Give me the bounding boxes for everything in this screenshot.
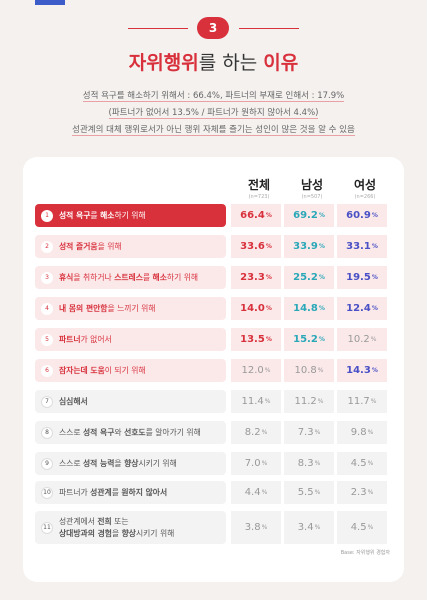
column-header-male: 남성 (n=507) (287, 176, 337, 200)
rank-number: 6 (41, 364, 53, 377)
row-label: 6 잠자는데 도움이 되기 위해 (35, 359, 226, 382)
rank-number: 4 (41, 302, 53, 315)
row-label: 8 스스로 성적 욕구와 선호도를 알아가기 위해 (35, 421, 226, 444)
value-cell: 33.9% (284, 235, 334, 258)
value-cell: 33.1% (337, 235, 387, 258)
column-name: 여성 (353, 178, 377, 192)
row-label-text: 심심해서 (59, 397, 88, 406)
value-cell: 4.4% (231, 481, 281, 504)
row-label-text: 성관계에서 전희 또는 상대방과의 경험을 향상시키기 위해 (59, 516, 175, 538)
rank-number: 9 (41, 457, 53, 470)
row-label-text: 휴식을 취하거나 스트레스를 해소하기 위해 (59, 273, 199, 282)
value-cell: 23.3% (231, 266, 281, 289)
column-sample-size: (n=507) (301, 194, 323, 200)
row-label-text: 스스로 성적 능력을 향상시키기 위해 (59, 459, 177, 468)
subtitle-line-3: 성관계의 대체 행위로서가 아닌 행위 자체를 즐기는 성인이 많은 것을 알 … (72, 125, 355, 136)
value-cell: 8.3% (284, 452, 334, 475)
value-cell: 66.4% (231, 204, 281, 227)
value-cell: 15.2% (284, 328, 334, 351)
subtitle-line-1: 성적 욕구를 해소하기 위해서 : 66.4%, 파트너의 부재로 인해서 : … (82, 91, 345, 102)
title-part-1: 자위행위 (128, 52, 199, 74)
value-cell: 4.5% (337, 511, 387, 544)
value-cell: 3.8% (231, 511, 281, 544)
row-label-text: 파트너가 성관계를 원하지 않아서 (59, 488, 168, 497)
table-row: 10 파트너가 성관계를 원하지 않아서 4.4% 5.5% 2.3% (35, 481, 391, 504)
badge-line-right (239, 28, 299, 29)
subtitle-line-2: (파트너가 없어서 13.5% / 파트너가 원하지 않아서 4.4%) (108, 108, 319, 119)
value-cell: 5.5% (284, 481, 334, 504)
column-header-female: 여성 (n=266) (340, 176, 390, 200)
column-name: 남성 (300, 178, 324, 192)
table-row: 8 스스로 성적 욕구와 선호도를 알아가기 위해 8.2% 7.3% 9.8% (35, 421, 391, 444)
rank-number: 7 (41, 395, 53, 408)
top-accent-bar (35, 0, 65, 5)
column-sample-size: (n=266) (354, 194, 376, 200)
value-cell: 11.2% (284, 390, 334, 413)
value-cell: 19.5% (337, 266, 387, 289)
value-cell: 14.8% (284, 297, 334, 320)
title-part-2: 를 하는 (198, 52, 264, 74)
row-label-text: 성적 욕구를 해소하기 위해 (59, 211, 146, 220)
row-label: 4 내 몸의 편안함을 느끼기 위해 (35, 297, 226, 320)
value-cell: 12.0% (231, 359, 281, 382)
value-cell: 3.4% (284, 511, 334, 544)
row-label-text: 파트너가 없어서 (59, 335, 112, 344)
rank-number: 10 (41, 486, 53, 499)
row-label: 11 성관계에서 전희 또는 상대방과의 경험을 향상시키기 위해 (35, 511, 226, 544)
value-cell: 11.7% (337, 390, 387, 413)
value-cell: 33.6% (231, 235, 281, 258)
value-cell: 2.3% (337, 481, 387, 504)
table-row: 7 심심해서 11.4% 11.2% 11.7% (35, 390, 391, 413)
row-label-text: 내 몸의 편안함을 느끼기 위해 (59, 304, 156, 313)
rank-number: 1 (41, 209, 53, 222)
source-note: Base: 자위행위 경험자 (340, 550, 390, 556)
table-row: 2 성적 즐거움을 위해 33.6% 33.9% 33.1% (35, 235, 391, 258)
value-cell: 10.2% (337, 328, 387, 351)
value-cell: 69.2% (284, 204, 334, 227)
row-label: 2 성적 즐거움을 위해 (35, 235, 226, 258)
value-cell: 9.8% (337, 421, 387, 444)
value-cell: 7.3% (284, 421, 334, 444)
row-label: 9 스스로 성적 능력을 향상시키기 위해 (35, 452, 226, 475)
rank-number: 11 (41, 521, 53, 534)
rank-number: 3 (41, 271, 53, 284)
value-cell: 12.4% (337, 297, 387, 320)
value-cell: 7.0% (231, 452, 281, 475)
row-label-text: 잠자는데 도움이 되기 위해 (59, 366, 146, 375)
column-sample-size: (n=723) (248, 194, 270, 200)
row-label: 5 파트너가 없어서 (35, 328, 226, 351)
row-label: 3 휴식을 취하거나 스트레스를 해소하기 위해 (35, 266, 226, 289)
table-row: 5 파트너가 없어서 13.5% 15.2% 10.2% (35, 328, 391, 351)
value-cell: 13.5% (231, 328, 281, 351)
rank-number: 2 (41, 240, 53, 253)
rank-number: 5 (41, 333, 53, 346)
value-cell: 4.5% (337, 452, 387, 475)
value-cell: 14.0% (231, 297, 281, 320)
table-row: 9 스스로 성적 능력을 향상시키기 위해 7.0% 8.3% 4.5% (35, 452, 391, 475)
title-part-3: 이유 (263, 52, 299, 74)
value-cell: 8.2% (231, 421, 281, 444)
page-title: 자위행위를 하는 이유 (0, 48, 427, 75)
table-row: 11 성관계에서 전희 또는 상대방과의 경험을 향상시키기 위해 3.8% 3.4% 4… (35, 511, 391, 544)
value-cell: 25.2% (284, 266, 334, 289)
value-cell: 60.9% (337, 204, 387, 227)
column-header-total: 전체 (n=723) (234, 176, 284, 200)
badge-line-left (128, 28, 188, 29)
row-label-text: 스스로 성적 욕구와 선호도를 알아가기 위해 (59, 428, 201, 437)
table-row: 1 성적 욕구를 해소하기 위해 66.4% 69.2% 60.9% (35, 204, 391, 227)
table-row: 4 내 몸의 편안함을 느끼기 위해 14.0% 14.8% 12.4% (35, 297, 391, 320)
table-row: 6 잠자는데 도움이 되기 위해 12.0% 10.8% 14.3% (35, 359, 391, 382)
row-label: 1 성적 욕구를 해소하기 위해 (35, 204, 226, 227)
row-label-text: 성적 즐거움을 위해 (59, 242, 122, 251)
table-row: 3 휴식을 취하거나 스트레스를 해소하기 위해 23.3% 25.2% 19.5% (35, 266, 391, 289)
value-cell: 11.4% (231, 390, 281, 413)
subtitle: 성적 욕구를 해소하기 위해서 : 66.4%, 파트너의 부재로 인해서 : … (0, 88, 427, 139)
row-label: 7 심심해서 (35, 390, 226, 413)
value-cell: 14.3% (337, 359, 387, 382)
rank-number: 8 (41, 426, 53, 439)
row-label: 10 파트너가 성관계를 원하지 않아서 (35, 481, 226, 504)
column-name: 전체 (247, 178, 271, 192)
value-cell: 10.8% (284, 359, 334, 382)
section-number-badge: 3 (197, 17, 229, 39)
